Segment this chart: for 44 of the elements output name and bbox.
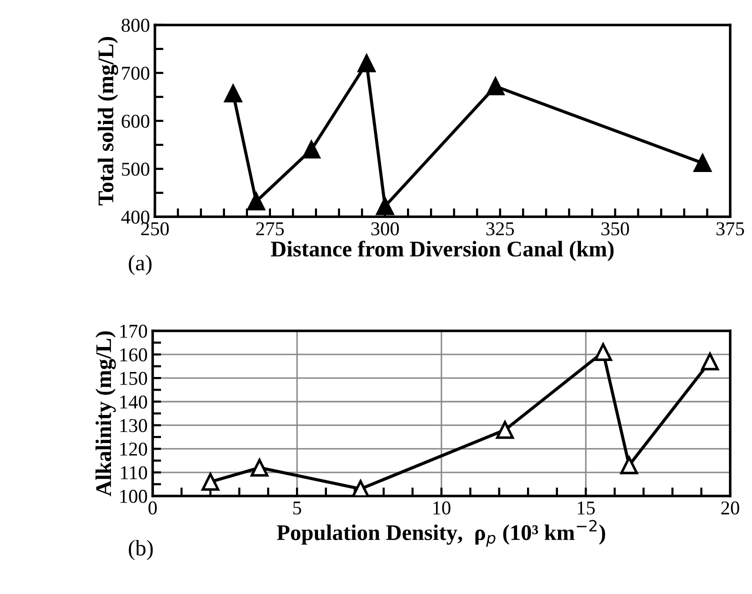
point (620, 456, 638, 474)
point (496, 421, 514, 439)
x-tick-label: 350 (601, 222, 629, 236)
point (250, 458, 268, 477)
x-tick-label: 0 (148, 501, 157, 515)
x-tick-label: 250 (141, 222, 169, 236)
y-tick-label: 500 (122, 162, 150, 176)
y-tick-label: 100 (120, 490, 148, 503)
y-tick-label: 110 (121, 466, 148, 480)
x-tick-label: 5 (293, 502, 302, 515)
x-tick-label: 325 (486, 222, 514, 236)
y-tick-label: 400 (121, 210, 150, 224)
point (247, 192, 266, 210)
y-tick-label: 160 (120, 348, 148, 362)
y-tick-label: 150 (120, 372, 148, 385)
x-axis-title: Distance from Diversion Canal (km) (270, 240, 614, 262)
text: (b) (128, 540, 153, 560)
y-tick-label: 700 (122, 66, 150, 80)
x-tick-label: 300 (371, 222, 399, 236)
point (694, 154, 712, 172)
point (376, 197, 394, 216)
y-tick-label: 130 (120, 419, 148, 432)
x-tick-label: 20 (721, 501, 740, 515)
point (202, 472, 220, 491)
y-tick-label: 140 (120, 395, 148, 409)
x-tick-label: 15 (578, 502, 595, 515)
y-axis-title: Alkalinity (mg/L) (96, 331, 116, 496)
y-axis-title: Total solid (mg/L) (98, 37, 118, 206)
point (358, 54, 376, 72)
x-tick-label: 10 (433, 501, 450, 515)
point (352, 480, 370, 496)
text: (a) (128, 254, 152, 276)
point (224, 84, 242, 102)
y-tick-label: 800 (122, 18, 150, 32)
point (486, 77, 504, 96)
y-tick-label: 170 (120, 324, 148, 338)
x-tick-label: 375 (716, 222, 744, 236)
x-axis-title: Population Density, ρ$_{p}$ (10³ km$^{−2}$) (276, 520, 606, 547)
y-tick-label: 120 (120, 442, 148, 456)
point (594, 343, 612, 361)
x-tick-label: 275 (256, 222, 284, 236)
point (701, 352, 719, 370)
y-tick-label: 600 (122, 114, 150, 128)
point (302, 140, 320, 159)
